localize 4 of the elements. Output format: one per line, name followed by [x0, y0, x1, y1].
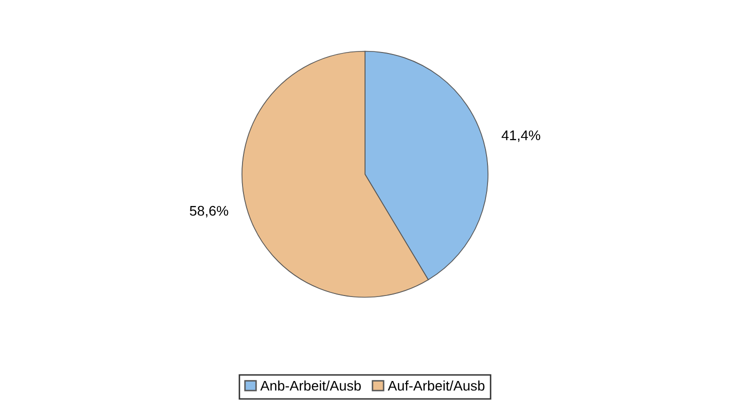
legend-label: Anb-Arbeit/Ausb: [260, 380, 361, 391]
data-label: 58,6%: [190, 206, 228, 218]
legend-label: Auf-Arbeit/Ausb: [388, 380, 484, 391]
data-label: 41,4%: [502, 130, 540, 142]
